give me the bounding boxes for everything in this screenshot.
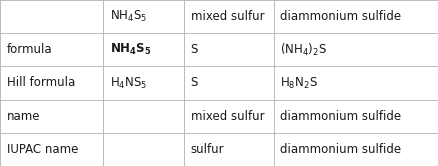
Text: diammonium sulfide: diammonium sulfide	[280, 143, 402, 156]
Text: mixed sulfur: mixed sulfur	[191, 110, 264, 123]
Text: sulfur: sulfur	[191, 143, 224, 156]
Text: $\mathbf{NH_4S_5}$: $\mathbf{NH_4S_5}$	[110, 42, 151, 57]
Text: diammonium sulfide: diammonium sulfide	[280, 110, 402, 123]
Text: IUPAC name: IUPAC name	[7, 143, 78, 156]
Text: diammonium sulfide: diammonium sulfide	[280, 10, 402, 23]
Text: name: name	[7, 110, 40, 123]
Text: $\mathregular{NH_4S_5}$: $\mathregular{NH_4S_5}$	[110, 9, 147, 24]
Text: $\mathregular{H_8N_2S}$: $\mathregular{H_8N_2S}$	[280, 76, 318, 90]
Text: $\mathregular{(NH_4)_2S}$: $\mathregular{(NH_4)_2S}$	[280, 42, 327, 58]
Text: mixed sulfur: mixed sulfur	[191, 10, 264, 23]
Text: S: S	[191, 77, 198, 89]
Text: formula: formula	[7, 43, 52, 56]
Text: S: S	[191, 43, 198, 56]
Text: $\mathregular{H_4NS_5}$: $\mathregular{H_4NS_5}$	[110, 76, 147, 90]
Text: Hill formula: Hill formula	[7, 77, 75, 89]
